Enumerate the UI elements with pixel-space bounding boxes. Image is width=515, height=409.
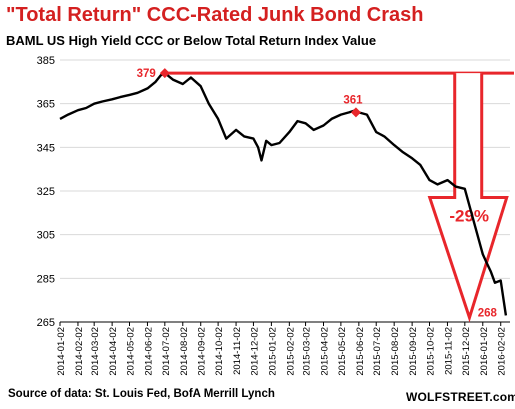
x-tick-label: 2014-02-02: [74, 327, 85, 376]
x-tick-label: 2015-03-02: [302, 327, 313, 376]
peak-label-379: 379: [137, 68, 156, 80]
x-tick-label: 2015-09-02: [408, 327, 419, 376]
x-tick-label: 2014-04-02: [108, 327, 119, 376]
y-tick-label: 285: [37, 273, 55, 285]
x-tick-label: 2015-10-02: [425, 327, 436, 376]
x-tick-label: 2015-05-02: [337, 327, 348, 376]
series-line: [59, 71, 508, 316]
marker-layer: 379 361 268: [137, 68, 498, 319]
x-tick-label: 2015-11-02: [443, 327, 454, 375]
y-tick-label: 385: [37, 55, 55, 67]
x-tick-label: 2015-06-02: [355, 327, 366, 376]
x-tick-label: 2014-01-02: [56, 327, 67, 376]
x-tick-label: 2014-07-02: [161, 327, 172, 376]
x-tick-label: 2016-01-02: [479, 327, 490, 376]
x-tick-label: 2014-03-02: [90, 327, 101, 376]
x-tick-label: 2014-10-02: [214, 327, 225, 376]
x-tick-label: 2015-08-02: [390, 327, 401, 376]
x-tick-label: 2015-07-02: [372, 327, 383, 376]
x-tick-label: 2014-09-02: [197, 327, 208, 376]
chart-subtitle: BAML US High Yield CCC or Below Total Re…: [6, 33, 377, 48]
x-tick-label: 2014-08-02: [179, 327, 190, 376]
brand-label: WOLFSTREET.com: [406, 390, 515, 404]
line-layer: [59, 71, 508, 316]
x-tick-label: 2016-02-02: [497, 327, 508, 376]
x-tick-label: 2014-05-02: [125, 327, 136, 376]
y-tick-label: 345: [37, 142, 55, 154]
y-tick-label: 265: [37, 317, 55, 329]
grid-layer: [60, 59, 510, 279]
x-tick-label: 2014-11-02: [232, 327, 243, 375]
percent-label: -29%: [449, 207, 489, 226]
chart-title: "Total Return" CCC-Rated Junk Bond Crash: [6, 4, 424, 26]
annotation-layer: -29%: [164, 71, 514, 323]
y-tick-label: 365: [37, 99, 55, 111]
x-tick-label: 2014-06-02: [143, 327, 154, 376]
peak-label-361: 361: [343, 94, 363, 106]
axis-layer: 265 285 305 325 345 365 385 2014-01-02 2014-02-0…: [37, 55, 510, 376]
peak-marker-361: [350, 107, 361, 118]
source-note: Source of data: St. Louis Fed, BofA Merr…: [8, 388, 275, 400]
x-tick-label: 2015-12-02: [461, 327, 472, 376]
x-tick-label: 2015-01-02: [267, 327, 278, 376]
x-tick-label: 2015-02-02: [285, 327, 296, 376]
low-label-268: 268: [478, 307, 498, 319]
crash-arrow: [427, 73, 509, 323]
x-tick-label: 2015-04-02: [320, 327, 331, 376]
y-tick-label: 325: [37, 186, 55, 198]
y-tick-label: 305: [37, 230, 55, 242]
x-tick-label: 2014-12-02: [249, 327, 260, 376]
peak-marker-379: [159, 68, 170, 79]
